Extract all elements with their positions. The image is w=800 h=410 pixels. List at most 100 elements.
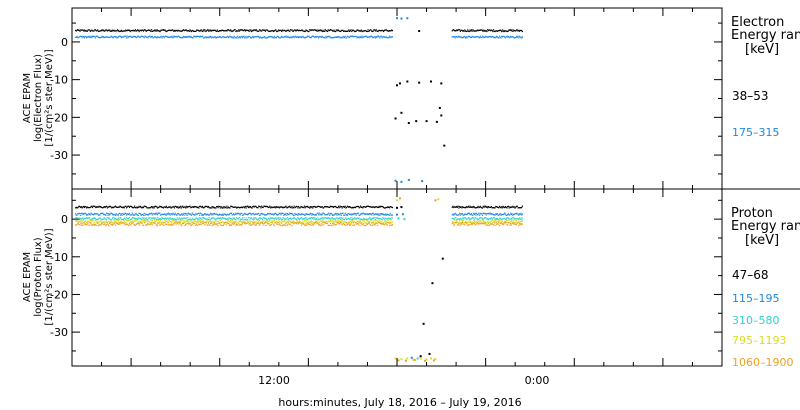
proton-series-4-point [255,224,258,226]
proton-series-4-point [148,223,150,225]
electron-series-1-point [322,36,324,39]
proton-series-4-scatter-point [432,359,435,362]
proton-series-4-point [236,224,238,226]
electron-series-0-point [83,29,86,31]
proton-series-4-point [308,223,310,226]
electron-series-0-point [201,30,203,32]
electron-series-1-point [365,35,368,37]
proton-series-0-point [187,206,189,208]
proton-series-1-point [391,214,394,216]
proton-series-2-point [251,218,253,220]
electron-series-1-point [326,37,328,39]
proton-series-1-point [167,214,169,216]
electron-series-1-point [218,36,221,38]
proton-series-0-point [363,206,365,208]
electron-series-1-point [482,36,484,38]
electron-series-1-point [167,36,169,38]
proton-series-1-point [315,213,317,216]
proton-series-2-point [190,219,192,221]
proton-series-0-point [209,207,211,209]
proton-series-4-point [459,223,461,225]
proton-series-1-point [388,214,391,216]
proton-series-2-point [89,219,91,221]
proton-series-2-point [277,218,279,220]
proton-series-3-point [486,222,488,224]
proton-series-0-point [130,205,132,208]
electron-series-1-point [120,37,122,39]
electron-series-1-point [351,35,354,37]
electron-series-1-point [348,36,351,39]
proton-series-1-point [326,214,328,216]
electron-series-0-point [109,30,111,32]
proton-series-2-point [139,218,142,220]
electron-series-0-point [477,30,479,32]
proton-series-2-point [202,217,204,219]
proton-series-2-point [235,219,237,221]
proton-series-4-point [351,221,353,224]
electron-series-0-point [171,29,173,31]
proton-series-2-point [261,217,263,219]
electron-series-0-point [84,30,86,32]
electron-series-1-point [287,36,289,38]
proton-series-4-point [234,222,236,224]
proton-series-1-point [207,213,209,216]
proton-series-4-point [340,222,343,224]
proton-series-4-point [261,221,263,224]
proton-series-3-point [187,221,190,223]
proton-series-2-point [249,219,251,221]
electron-series-1-point [493,36,495,39]
proton-series-3-point [156,219,158,222]
proton-series-2-point [196,219,199,221]
proton-series-2-point [330,218,332,220]
proton-series-4-point [246,222,248,224]
electron-series-0-point [252,30,254,32]
proton-series-0-point [386,206,388,209]
electron-series-0-point [239,29,241,31]
proton-series-4-point [248,224,250,226]
proton-series-3-point [495,220,497,222]
electron-series-0-point [514,30,516,32]
proton-series-1-point [176,214,178,216]
proton-series-3-point [194,221,196,223]
proton-series-4-point [327,224,329,227]
proton-series-0-point [75,206,77,208]
proton-series-3-point [183,220,185,222]
proton-series-4-point [461,223,463,225]
proton-series-3-point [390,220,392,222]
proton-series-1-point [377,214,379,216]
electron-series-1-point [391,36,393,38]
electron-series-0-point [491,29,493,32]
proton-legend-series-2: 310–580 [732,314,780,327]
proton-series-2-point [512,217,514,219]
proton-series-3-point [216,220,218,222]
proton-series-0-point [388,206,390,208]
proton-series-2-point [96,218,98,220]
proton-series-0-point [388,207,391,209]
electron-series-0-point [85,29,87,32]
proton-series-0-point [275,207,277,209]
proton-series-4-point [196,224,198,226]
proton-series-4-point [328,224,330,226]
electron-series-0-point [247,29,249,32]
proton-series-1-point [231,214,233,216]
proton-series-1-point [124,212,126,214]
electron-series-1-point [195,36,197,38]
proton-series-2-point [115,218,117,221]
proton-series-3-point [452,220,454,223]
proton-series-0-point [337,205,340,207]
proton-series-1-point [295,213,298,215]
electron-series-1-point [131,36,134,39]
electron-series-0-point [335,29,337,31]
electron-series-1-point [161,37,163,39]
proton-series-3-point [267,220,269,222]
proton-series-2-point [151,217,153,219]
proton-series-1-point [388,214,390,216]
electron-series-0-point [276,30,278,33]
proton-series-0-point [503,206,505,209]
proton-series-1-point [101,213,103,215]
proton-series-1-point [221,213,224,215]
proton-series-0-point [204,206,206,208]
electron-series-1-point [216,36,218,39]
proton-series-0-point [292,207,295,209]
electron-series-0-point [174,30,176,32]
